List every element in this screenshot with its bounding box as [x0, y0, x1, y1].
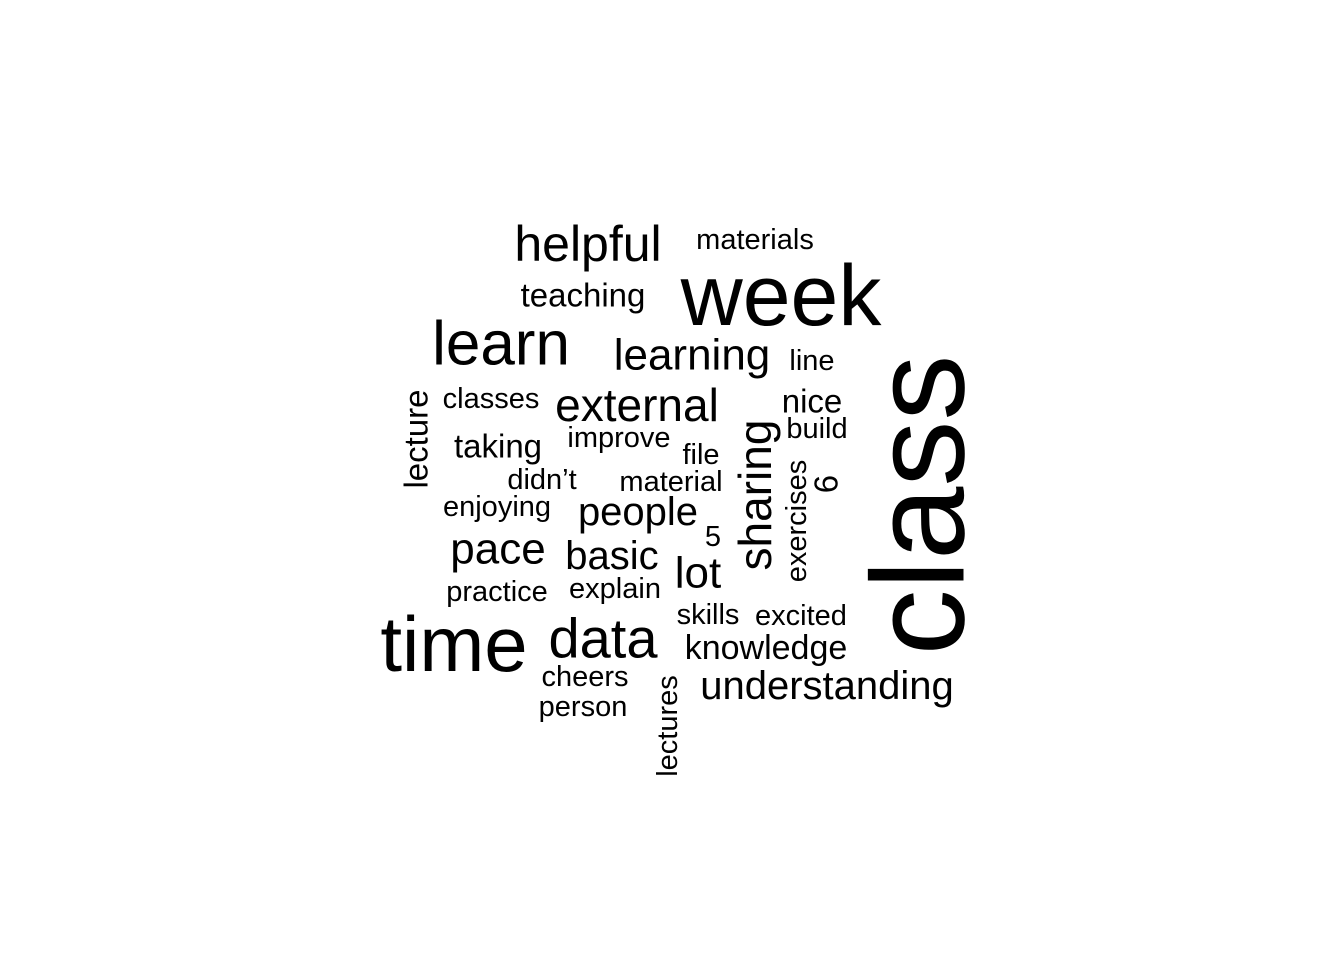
word-cheers: cheers — [541, 661, 628, 693]
word-taking: taking — [454, 428, 542, 465]
word-excited: excited — [755, 600, 847, 632]
word-knowledge: knowledge — [685, 629, 848, 667]
word-data: data — [549, 607, 659, 670]
word-lectures: lectures — [652, 675, 684, 777]
word-classes: classes — [443, 383, 540, 415]
word-nice: nice — [782, 383, 843, 420]
word-skills: skills — [677, 599, 740, 631]
word-improve: improve — [567, 422, 670, 454]
word-practice: practice — [446, 576, 548, 608]
word-class: class — [845, 355, 992, 656]
word-materials: materials — [696, 224, 814, 256]
word-build: build — [786, 413, 847, 445]
word-helpful: helpful — [514, 216, 661, 272]
word-file: file — [682, 439, 719, 471]
word-enjoying: enjoying — [443, 491, 551, 523]
word-learning: learning — [614, 331, 771, 380]
word-5: 5 — [705, 521, 721, 553]
word-line: line — [789, 345, 834, 377]
word-exercises: exercises — [781, 460, 813, 583]
word-time: time — [380, 600, 527, 688]
word-person: person — [539, 691, 628, 723]
word-lot: lot — [675, 549, 721, 598]
word-didnt: didn’t — [507, 464, 576, 496]
word-week: week — [680, 248, 883, 344]
word-sharing: sharing — [729, 420, 781, 571]
word-external: external — [555, 379, 719, 431]
word-6: 6 — [808, 475, 845, 493]
word-explain: explain — [569, 573, 661, 605]
word-people: people — [578, 490, 698, 534]
word-teaching: teaching — [521, 277, 646, 314]
word-cloud-words: class week time learn data helpful learn… — [380, 216, 991, 777]
word-basic: basic — [565, 534, 658, 578]
word-lecture: lecture — [398, 389, 435, 488]
word-material: material — [619, 466, 722, 498]
word-pace: pace — [450, 525, 545, 574]
word-learn: learn — [432, 310, 570, 379]
word-understanding: understanding — [700, 664, 954, 708]
